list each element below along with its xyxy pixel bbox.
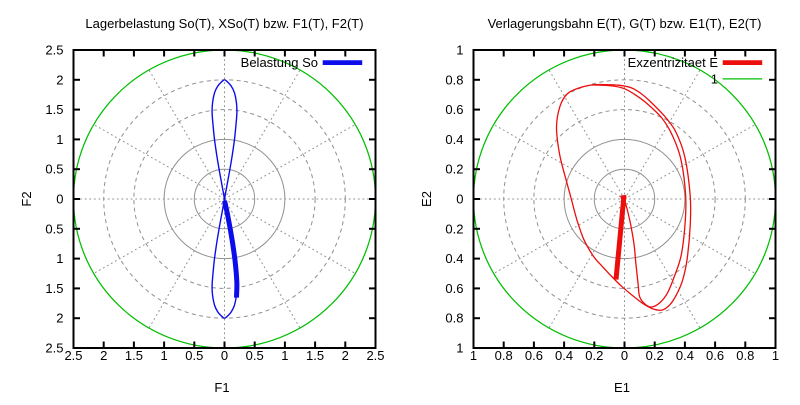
svg-text:0.5: 0.5 (185, 348, 203, 363)
svg-text:2: 2 (100, 348, 107, 363)
svg-text:Exzentrizitaet E: Exzentrizitaet E (628, 55, 719, 70)
svg-text:0.2: 0.2 (445, 162, 463, 177)
svg-text:2.5: 2.5 (366, 348, 384, 363)
svg-text:0: 0 (456, 192, 463, 207)
svg-text:1: 1 (56, 132, 63, 147)
svg-text:1: 1 (711, 71, 718, 86)
svg-text:0.8: 0.8 (445, 72, 463, 87)
svg-text:0.4: 0.4 (676, 348, 694, 363)
svg-text:0.4: 0.4 (555, 348, 573, 363)
svg-text:0.8: 0.8 (445, 311, 463, 326)
svg-text:2: 2 (342, 348, 349, 363)
svg-text:F1: F1 (214, 380, 229, 395)
svg-text:0: 0 (221, 348, 228, 363)
svg-text:0.5: 0.5 (246, 348, 264, 363)
svg-text:1: 1 (772, 348, 779, 363)
svg-text:1: 1 (456, 43, 463, 58)
svg-text:1: 1 (470, 348, 477, 363)
svg-text:0.5: 0.5 (45, 221, 63, 236)
svg-text:0: 0 (56, 192, 63, 207)
svg-text:0.2: 0.2 (646, 348, 664, 363)
svg-text:2.5: 2.5 (45, 43, 63, 58)
svg-text:1.5: 1.5 (125, 348, 143, 363)
svg-text:Lagerbelastung So(T), XSo(T) b: Lagerbelastung So(T), XSo(T) bzw. F1(T),… (85, 16, 363, 31)
svg-text:0.8: 0.8 (736, 348, 754, 363)
svg-text:0.8: 0.8 (495, 348, 513, 363)
svg-text:E2: E2 (419, 191, 434, 207)
svg-text:1: 1 (281, 348, 288, 363)
svg-text:1: 1 (56, 251, 63, 266)
svg-text:1: 1 (160, 348, 167, 363)
svg-text:0.6: 0.6 (445, 281, 463, 296)
svg-text:0.6: 0.6 (445, 102, 463, 117)
svg-text:1.5: 1.5 (45, 102, 63, 117)
svg-text:0.4: 0.4 (445, 132, 463, 147)
svg-text:1.5: 1.5 (306, 348, 324, 363)
svg-text:0.5: 0.5 (45, 162, 63, 177)
svg-text:1.5: 1.5 (45, 281, 63, 296)
svg-text:2.5: 2.5 (64, 348, 82, 363)
svg-text:1: 1 (456, 341, 463, 356)
svg-text:2: 2 (56, 72, 63, 87)
svg-text:Belastung So: Belastung So (241, 55, 318, 70)
svg-text:0.6: 0.6 (706, 348, 724, 363)
svg-text:0.2: 0.2 (585, 348, 603, 363)
svg-text:F2: F2 (19, 191, 34, 206)
svg-text:0: 0 (621, 348, 628, 363)
svg-text:2: 2 (56, 311, 63, 326)
svg-text:E1: E1 (614, 380, 630, 395)
svg-text:0.6: 0.6 (525, 348, 543, 363)
svg-text:Verlagerungsbahn E(T), G(T) bz: Verlagerungsbahn E(T), G(T) bzw. E1(T), … (488, 16, 762, 31)
svg-text:2.5: 2.5 (45, 341, 63, 356)
svg-text:0.4: 0.4 (445, 251, 463, 266)
svg-text:0.2: 0.2 (445, 221, 463, 236)
